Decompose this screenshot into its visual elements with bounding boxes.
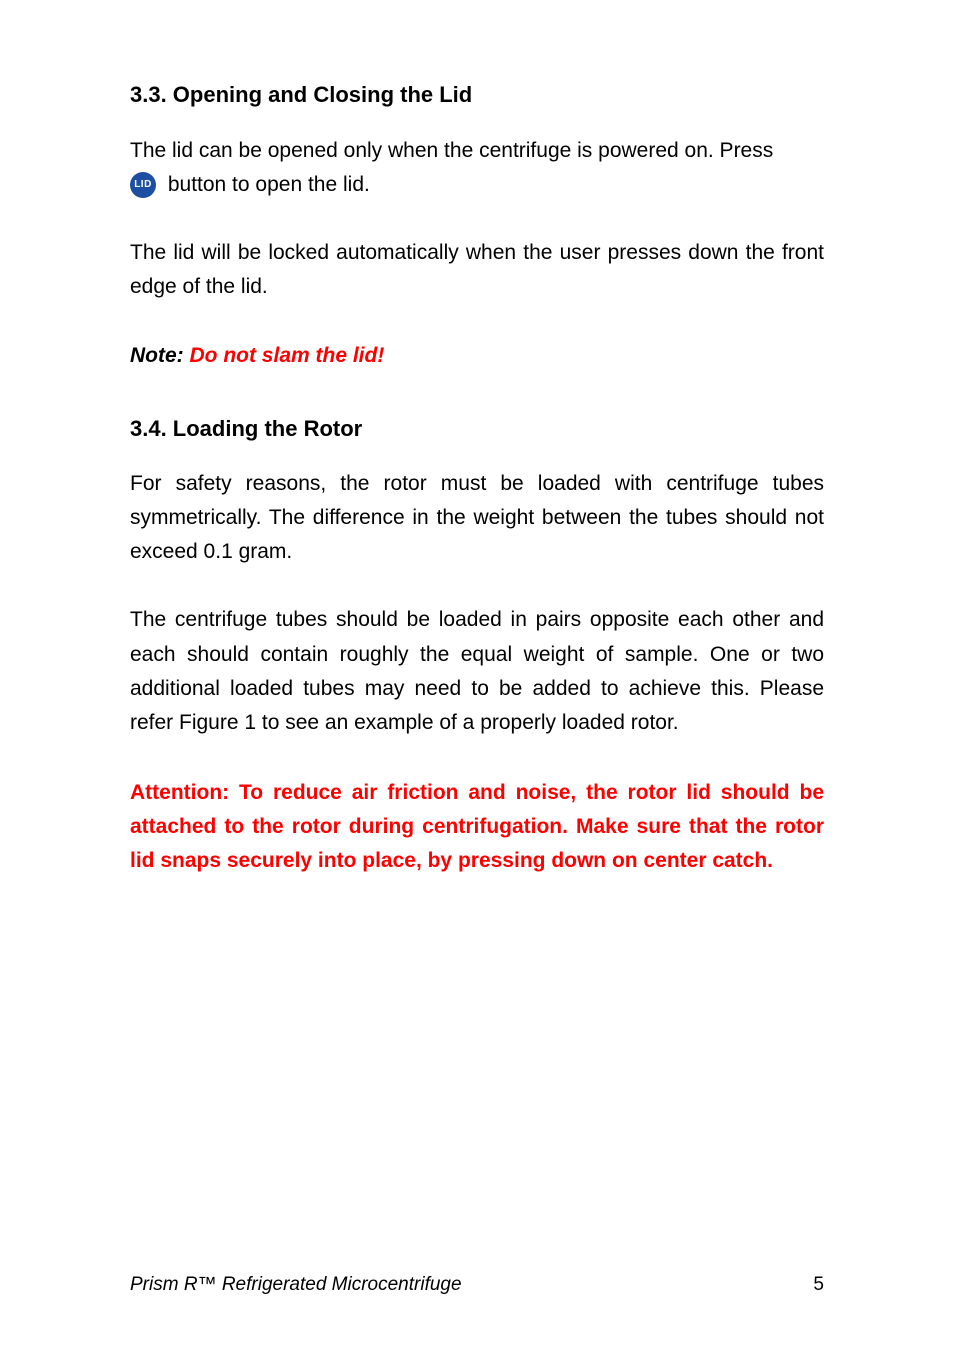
- attention-text: Attention: To reduce air friction and no…: [130, 776, 824, 878]
- page-footer: Prism R™ Refrigerated Microcentrifuge 5: [130, 1274, 824, 1296]
- para1-post-text: button to open the lid.: [162, 173, 370, 196]
- section-3-3-heading: 3.3. Opening and Closing the Lid: [130, 80, 824, 110]
- footer-page-number: 5: [813, 1274, 824, 1296]
- section-3-4-para-2: The centrifuge tubes should be loaded in…: [130, 603, 824, 739]
- note-label: Note:: [130, 344, 190, 367]
- section-3-3-para-2: The lid will be locked automatically whe…: [130, 236, 824, 304]
- note-line: Note: Do not slam the lid!: [130, 344, 824, 368]
- para1-pre-text: The lid can be opened only when the cent…: [130, 139, 773, 162]
- note-text: Do not slam the lid!: [190, 344, 385, 367]
- lid-icon: LID: [130, 172, 156, 198]
- page: 3.3. Opening and Closing the Lid The lid…: [0, 0, 954, 1352]
- section-3-4-para-1: For safety reasons, the rotor must be lo…: [130, 467, 824, 569]
- section-3-3-para-1: The lid can be opened only when the cent…: [130, 134, 824, 202]
- footer-title: Prism R™ Refrigerated Microcentrifuge: [130, 1274, 462, 1296]
- section-3-3: 3.3. Opening and Closing the Lid The lid…: [130, 80, 824, 368]
- section-3-4-heading: 3.4. Loading the Rotor: [130, 414, 824, 444]
- section-3-4: 3.4. Loading the Rotor For safety reason…: [130, 414, 824, 878]
